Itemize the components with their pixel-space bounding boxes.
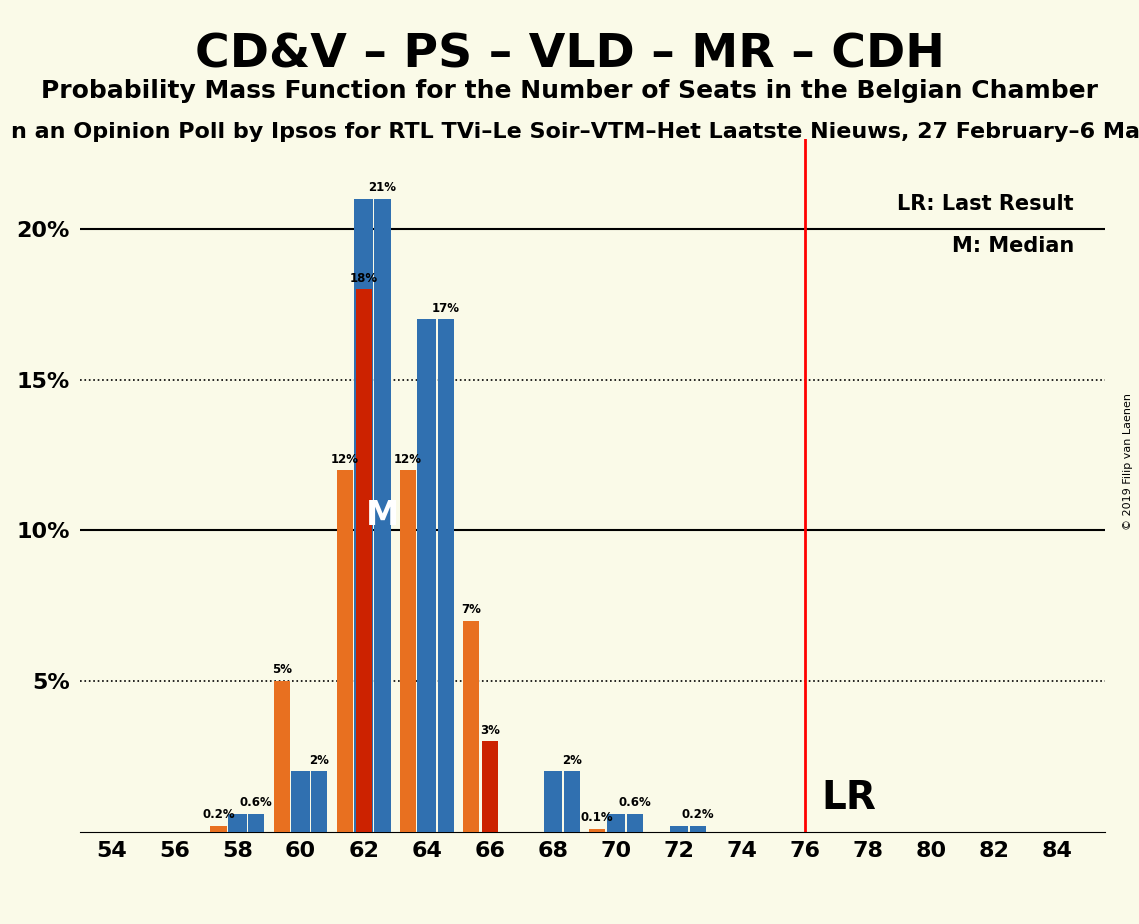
Bar bbox=[337, 470, 353, 832]
Text: n an Opinion Poll by Ipsos for RTL TVi–Le Soir–VTM–Het Laatste Nieuws, 27 Februa: n an Opinion Poll by Ipsos for RTL TVi–L… bbox=[11, 122, 1139, 142]
Bar bbox=[564, 772, 580, 832]
Bar bbox=[670, 825, 688, 832]
Bar bbox=[211, 825, 227, 832]
Bar bbox=[482, 741, 498, 832]
Text: 0.2%: 0.2% bbox=[681, 808, 714, 821]
Text: 17%: 17% bbox=[432, 302, 460, 315]
Bar bbox=[292, 772, 310, 832]
Bar bbox=[462, 621, 478, 832]
Bar bbox=[375, 199, 391, 832]
Text: 0.6%: 0.6% bbox=[240, 796, 272, 809]
Bar bbox=[354, 199, 372, 832]
Text: LR: Last Result: LR: Last Result bbox=[898, 194, 1074, 214]
Text: 7%: 7% bbox=[461, 603, 481, 616]
Bar bbox=[626, 813, 642, 832]
Text: Probability Mass Function for the Number of Seats in the Belgian Chamber: Probability Mass Function for the Number… bbox=[41, 79, 1098, 103]
Text: 0.6%: 0.6% bbox=[618, 796, 652, 809]
Text: © 2019 Filip van Laenen: © 2019 Filip van Laenen bbox=[1123, 394, 1133, 530]
Bar bbox=[589, 829, 605, 832]
Text: 12%: 12% bbox=[330, 453, 359, 466]
Text: 21%: 21% bbox=[369, 181, 396, 194]
Bar bbox=[690, 825, 706, 832]
Bar bbox=[355, 289, 371, 832]
Bar bbox=[607, 813, 625, 832]
Bar bbox=[273, 681, 289, 832]
Text: LR: LR bbox=[821, 779, 876, 817]
Bar bbox=[248, 813, 264, 832]
Text: 3%: 3% bbox=[480, 723, 500, 736]
Text: 12%: 12% bbox=[394, 453, 421, 466]
Bar bbox=[311, 772, 328, 832]
Bar bbox=[228, 813, 247, 832]
Text: M: M bbox=[366, 499, 399, 531]
Bar bbox=[543, 772, 562, 832]
Text: 2%: 2% bbox=[310, 754, 329, 767]
Bar bbox=[400, 470, 416, 832]
Text: 2%: 2% bbox=[562, 754, 582, 767]
Text: 18%: 18% bbox=[350, 272, 378, 285]
Text: 5%: 5% bbox=[271, 663, 292, 676]
Text: 0.2%: 0.2% bbox=[203, 808, 235, 821]
Text: CD&V – PS – VLD – MR – CDH: CD&V – PS – VLD – MR – CDH bbox=[195, 32, 944, 78]
Bar bbox=[437, 320, 453, 832]
Text: M: Median: M: Median bbox=[952, 236, 1074, 256]
Text: 0.1%: 0.1% bbox=[581, 811, 613, 824]
Bar bbox=[418, 320, 436, 832]
